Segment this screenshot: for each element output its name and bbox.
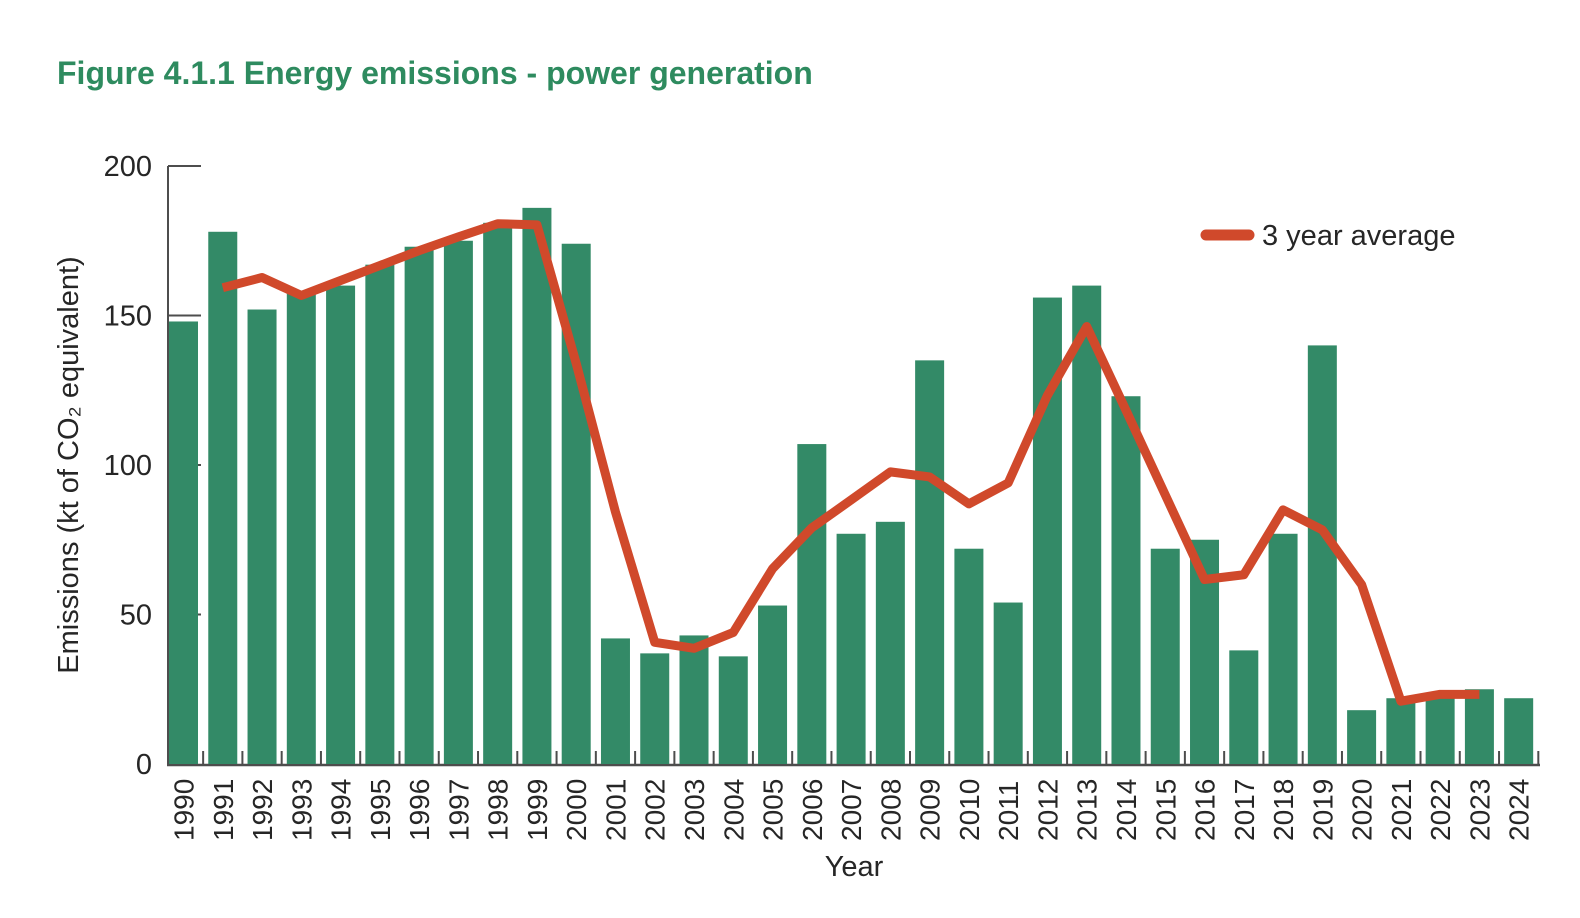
x-tick-label: 1999 — [522, 779, 553, 841]
y-axis-label: Emissions (kt of CO₂ equivalent) — [53, 256, 85, 673]
x-tick-label: 2008 — [875, 779, 906, 841]
x-axis-label: Year — [825, 851, 884, 883]
bar-2010 — [954, 548, 984, 764]
bar-1992 — [247, 309, 277, 764]
bar-1991 — [208, 231, 238, 764]
bar-2002 — [640, 653, 670, 764]
x-tick-label: 2010 — [954, 779, 985, 841]
plot-area: 0 50 100 150 200 1990 1991 1992 1993 1994 1995 1996… — [104, 151, 1540, 841]
bar-1999 — [522, 207, 552, 765]
bar-2013 — [1072, 285, 1102, 764]
x-tick-label: 2000 — [561, 779, 592, 841]
bar-2024 — [1504, 698, 1534, 764]
bar-2005 — [758, 605, 788, 764]
x-tick-label: 2004 — [718, 779, 749, 841]
bar-2004 — [718, 656, 748, 764]
y-tick-label: 200 — [104, 151, 152, 183]
x-tick-label: 1996 — [404, 779, 435, 841]
bar-1994 — [326, 285, 356, 764]
x-tick-label: 1997 — [443, 779, 474, 841]
bar-1990 — [169, 321, 198, 764]
x-tick-label: 2016 — [1190, 779, 1221, 841]
bar-2022 — [1425, 695, 1455, 764]
bar-2012 — [1032, 297, 1062, 764]
x-tick-label: 2014 — [1111, 779, 1142, 841]
bar-1995 — [365, 264, 395, 764]
x-tick-label: 1998 — [483, 779, 514, 841]
figure-title: Figure 4.1.1 Energy emissions - power ge… — [57, 55, 813, 91]
legend-label: 3 year average — [1262, 220, 1455, 252]
x-tick-label: 1991 — [208, 779, 239, 841]
x-tick-label: 2002 — [640, 779, 671, 841]
bar-2006 — [797, 444, 827, 764]
x-tick-label: 2021 — [1386, 779, 1417, 841]
bar-1993 — [286, 291, 316, 764]
x-tick-label: 2023 — [1464, 779, 1495, 841]
x-tick-label: 1993 — [286, 779, 317, 841]
bar-2015 — [1150, 548, 1180, 764]
x-tick-label: 1992 — [247, 779, 278, 841]
x-tick-label: 2020 — [1347, 779, 1378, 841]
x-tick-label: 1990 — [169, 779, 200, 841]
bar-1998 — [483, 222, 513, 764]
bar-2001 — [600, 638, 630, 764]
x-tick-label: 2018 — [1268, 779, 1299, 841]
x-tick-label: 2017 — [1229, 779, 1260, 841]
x-tick-label: 2024 — [1504, 779, 1535, 841]
bar-2017 — [1229, 650, 1259, 764]
x-tick-label: 2012 — [1032, 779, 1063, 841]
bar-2019 — [1307, 345, 1337, 764]
x-tick-label: 1995 — [365, 779, 396, 841]
bar-2021 — [1386, 698, 1416, 764]
x-tick-label: 2022 — [1425, 779, 1456, 841]
bar-2011 — [993, 602, 1023, 764]
bar-2023 — [1464, 689, 1494, 764]
bar-1996 — [404, 246, 434, 765]
bar-2007 — [836, 533, 866, 764]
bar-2014 — [1111, 396, 1141, 764]
x-tick-label: 2003 — [679, 779, 710, 841]
bar-2008 — [875, 521, 905, 764]
x-tick-label: 2006 — [797, 779, 828, 841]
bar-2003 — [679, 635, 709, 764]
y-tick-label: 100 — [104, 450, 152, 482]
x-tick-label: 2019 — [1307, 779, 1338, 841]
x-tick-label: 2001 — [600, 779, 631, 841]
x-tick-label: 2009 — [915, 779, 946, 841]
bar-2009 — [915, 360, 945, 764]
x-tick-label: 2005 — [758, 779, 789, 841]
y-tick-label: 0 — [136, 749, 152, 781]
bar-1997 — [443, 240, 473, 764]
three-year-average-line — [221, 219, 1480, 706]
bar-2018 — [1268, 533, 1298, 764]
y-tick-label: 50 — [120, 600, 152, 632]
x-tick-label: 2013 — [1072, 779, 1103, 841]
x-tick-label: 2007 — [836, 779, 867, 841]
bar-2020 — [1347, 710, 1377, 764]
x-tick-label: 1994 — [326, 779, 357, 841]
legend: 3 year average — [1200, 220, 1455, 252]
y-tick-label: 150 — [104, 301, 152, 333]
x-tick-label: 2015 — [1150, 779, 1181, 841]
x-tick-label: 2011 — [993, 781, 1024, 841]
